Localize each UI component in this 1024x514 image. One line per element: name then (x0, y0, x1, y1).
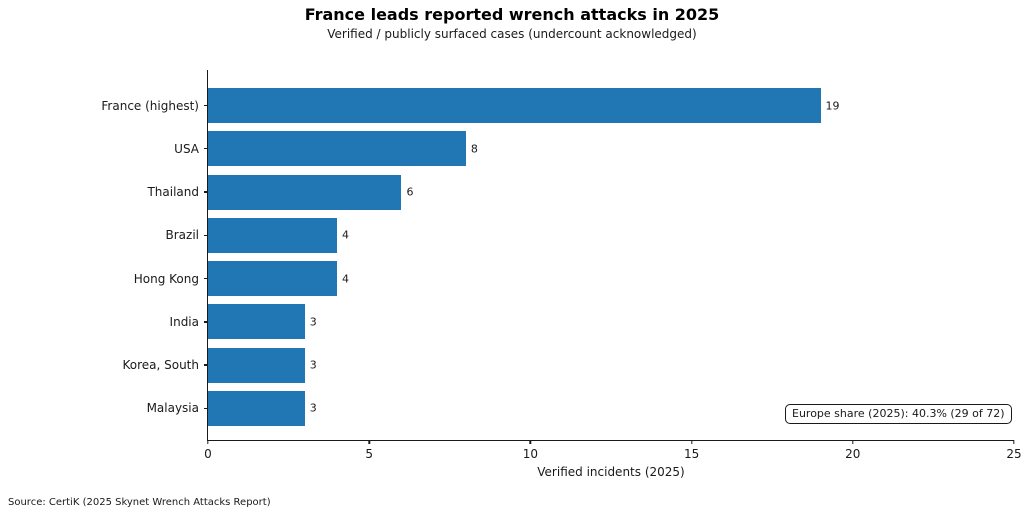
y-tick-mark (204, 277, 208, 280)
y-tick-mark (204, 364, 208, 366)
y-tick-mark (204, 104, 208, 107)
x-tick-mark (529, 440, 532, 444)
bar-4 (208, 261, 337, 297)
x-tick-mark (207, 440, 209, 444)
value-label: 3 (309, 315, 317, 329)
bar-7 (208, 390, 305, 426)
y-tick-label: Hong Kong (133, 271, 199, 286)
annotation-box: Europe share (2025): 40.3% (29 of 72) (785, 404, 1012, 424)
y-tick-label: Brazil (165, 228, 200, 243)
value-label: 8 (470, 142, 478, 156)
x-tick-mark (690, 440, 693, 444)
bar-3 (208, 217, 337, 253)
chart-subtitle: Verified / publicly surfaced cases (unde… (327, 27, 697, 41)
x-tick-label: 0 (204, 447, 212, 461)
x-tick-mark (368, 440, 370, 444)
x-tick-mark (852, 440, 854, 444)
y-tick-mark (204, 191, 208, 193)
x-tick-label: 10 (522, 447, 539, 461)
bar-5 (208, 304, 305, 340)
value-label: 4 (341, 272, 349, 286)
value-label: 19 (825, 99, 840, 112)
y-tick-label: Thailand (147, 185, 199, 200)
x-tick-label: 20 (845, 447, 861, 461)
source-note: Source: CertiK (2025 Skynet Wrench Attac… (8, 497, 271, 508)
y-tick-label: India (169, 314, 199, 329)
chart-title: France leads reported wrench attacks in … (304, 5, 720, 24)
bar-2 (208, 174, 402, 210)
x-axis-label: Verified incidents (2025) (537, 465, 685, 479)
bar-1 (208, 131, 466, 167)
x-tick-label: 15 (683, 447, 700, 461)
value-label: 4 (341, 228, 349, 242)
bar-0 (208, 88, 821, 123)
x-tick-mark (1013, 440, 1015, 444)
y-tick-label: Korea, South (122, 358, 199, 373)
x-tick-label: 5 (365, 447, 374, 461)
y-tick-mark (204, 407, 208, 410)
y-tick-label: Malaysia (146, 401, 199, 416)
bar-6 (208, 347, 305, 383)
plot-area: Verified incidents (2025) France (highes… (101, 70, 1022, 479)
x-tick-label: 25 (1006, 447, 1022, 461)
value-label: 3 (309, 358, 317, 372)
y-tick-label: France (highest) (101, 98, 199, 113)
y-tick-label: USA (174, 141, 199, 156)
y-tick-mark (204, 321, 208, 323)
value-label: 6 (406, 185, 414, 199)
y-tick-mark (204, 234, 208, 237)
y-tick-mark (204, 148, 208, 150)
value-label: 3 (309, 401, 317, 415)
